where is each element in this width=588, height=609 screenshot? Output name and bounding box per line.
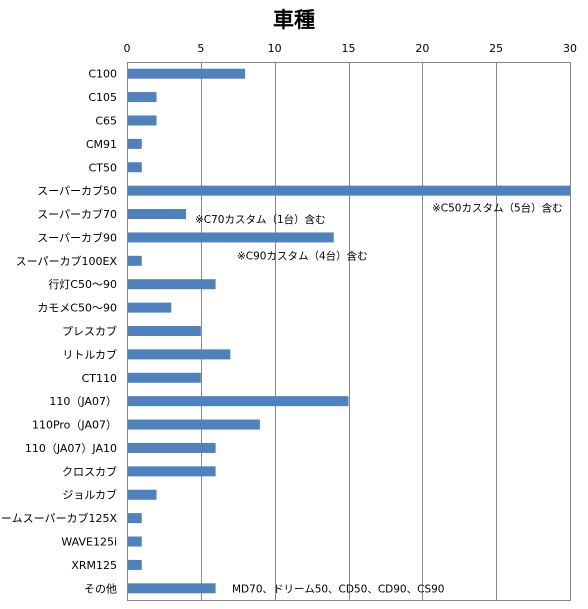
category-label: 110（JA07） xyxy=(49,395,117,408)
category-label: CM91 xyxy=(86,138,117,151)
category-label: その他 xyxy=(84,582,117,595)
category-label: 110（JA07）JA10 xyxy=(25,442,117,455)
x-tick-label: 25 xyxy=(489,42,503,55)
bar xyxy=(128,326,201,336)
chart-title: 車種 xyxy=(273,8,315,32)
category-label: プレスカブ xyxy=(62,324,117,338)
annotation-label: ※C90カスタム（4台）含む xyxy=(237,249,368,262)
annotation-label: ※C70カスタム（1台）含む xyxy=(195,213,326,226)
bar xyxy=(128,536,142,547)
bar xyxy=(128,279,216,290)
bar xyxy=(128,559,142,570)
bar xyxy=(128,302,172,313)
bar xyxy=(128,466,216,477)
bar xyxy=(128,583,216,594)
category-label: スーパーカブ100EX xyxy=(16,254,118,268)
bar xyxy=(128,349,231,360)
category-label: WAVE125i xyxy=(61,536,117,549)
category-label: カモメC50〜90 xyxy=(37,302,117,315)
category-label: スーパーカブ70 xyxy=(37,207,117,221)
bar xyxy=(128,185,570,196)
category-label: C100 xyxy=(88,68,117,81)
category-label: スーパーカブ50 xyxy=(37,184,117,198)
bar xyxy=(128,138,142,149)
x-tick-label: 30 xyxy=(563,42,577,55)
category-label: 行灯C50〜90 xyxy=(48,278,117,291)
bar xyxy=(128,372,201,383)
bar xyxy=(128,442,216,453)
bar xyxy=(128,489,157,500)
bar xyxy=(128,513,142,524)
category-label: CT50 xyxy=(89,161,117,174)
bar xyxy=(128,209,187,220)
bar xyxy=(128,162,142,173)
bar xyxy=(128,232,334,243)
plot-frame xyxy=(127,62,571,601)
bar xyxy=(128,92,157,103)
category-label: ジョルカブ xyxy=(62,488,117,502)
category-label: XRM125 xyxy=(71,559,117,572)
bar xyxy=(128,396,349,407)
category-label: CT110 xyxy=(82,372,117,385)
bar xyxy=(128,255,142,266)
category-label: スーパーカブ90 xyxy=(37,230,117,244)
annotation-label: MD70、ドリーム50、CD50、CD90、CS90 xyxy=(232,583,444,595)
bar xyxy=(128,115,157,126)
annotation-label: ※C50カスタム（5台）含む xyxy=(432,202,563,215)
x-tick-label: 10 xyxy=(268,42,282,55)
category-label: ドリームスーパーカブ125X xyxy=(0,511,117,525)
category-label: C65 xyxy=(95,114,117,127)
x-tick-label: 20 xyxy=(415,42,429,55)
bar xyxy=(128,68,246,79)
category-label: リトルカブ xyxy=(62,347,117,361)
category-label: クロスカブ xyxy=(62,464,117,478)
category-label: 110Pro（JA07） xyxy=(32,419,117,432)
category-label: C105 xyxy=(88,91,117,104)
x-tick-label: 15 xyxy=(342,42,356,55)
x-tick-label: 5 xyxy=(197,42,204,55)
bar xyxy=(128,419,260,430)
x-tick-label: 0 xyxy=(124,42,131,55)
